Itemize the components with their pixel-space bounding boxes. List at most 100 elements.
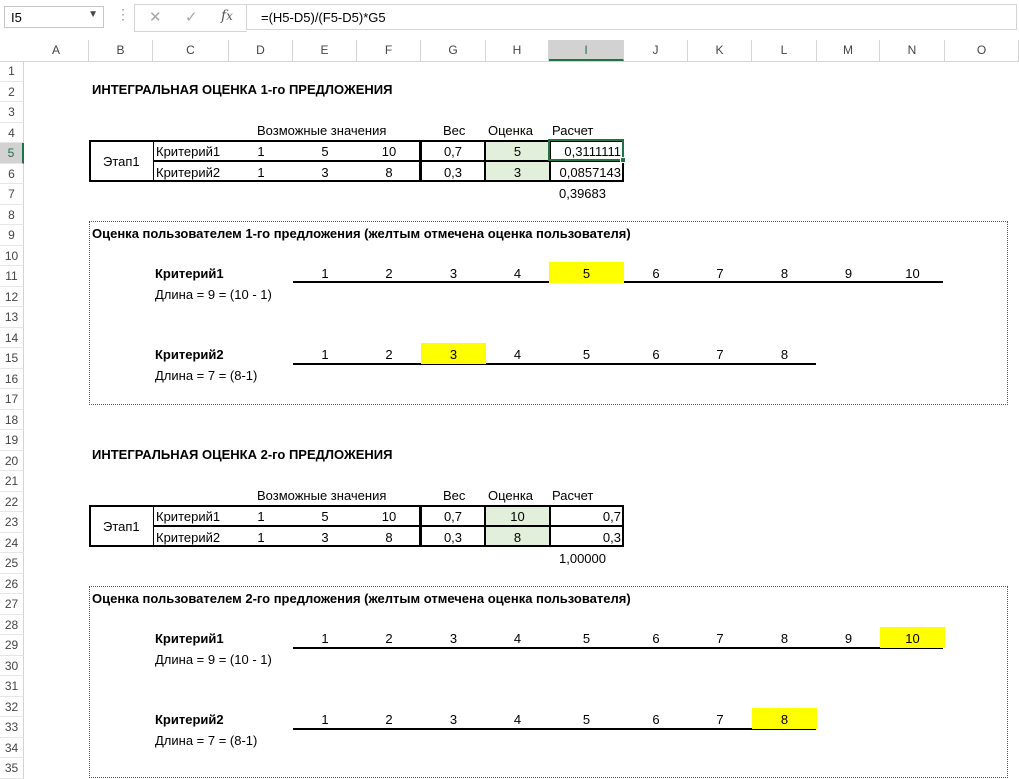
row-header-16[interactable]: 16 [0, 368, 24, 389]
user1-scale-value: 3 [449, 266, 458, 281]
column-header-f[interactable]: F [357, 40, 421, 61]
row-header-18[interactable]: 18 [0, 409, 24, 430]
row-header-5[interactable]: 5 [0, 143, 24, 164]
column-header-c[interactable]: C [153, 40, 229, 61]
row-header-4[interactable]: 4 [0, 122, 24, 143]
block2-value-d: 1 [257, 509, 265, 524]
block1-header-values: Возможные значения [257, 123, 387, 138]
divider [549, 160, 624, 162]
block2-header-score: Оценка [488, 488, 534, 503]
block1-value-f: 10 [381, 144, 397, 159]
chevron-down-icon[interactable]: ▼ [88, 9, 98, 20]
block1-value-e: 5 [321, 144, 329, 159]
fx-icon[interactable]: fx [221, 8, 233, 24]
user2-scale-value: 10 [905, 631, 920, 646]
row-header-12[interactable]: 12 [0, 286, 24, 307]
user1-crit2-label: Критерий2 [155, 347, 224, 362]
block2-stage-cell[interactable]: Этап1 [89, 505, 154, 547]
user2-scale-value: 4 [513, 631, 522, 646]
name-box[interactable]: I5 ▼ [4, 6, 104, 28]
divider [420, 525, 486, 527]
column-header-i[interactable]: I [549, 40, 624, 61]
block2-value-f: 10 [381, 509, 397, 524]
selected-cell-i5[interactable] [548, 139, 624, 161]
column-header-d[interactable]: D [229, 40, 293, 61]
user1-crit1-label: Критерий1 [155, 266, 224, 281]
row-header-27[interactable]: 27 [0, 594, 24, 615]
row-header-24[interactable]: 24 [0, 532, 24, 553]
column-header-k[interactable]: K [688, 40, 752, 61]
row-header-35[interactable]: 35 [0, 758, 24, 779]
column-header-j[interactable]: J [624, 40, 688, 61]
block2-calc: 0,3 [602, 530, 621, 545]
user2-selected-highlight [880, 627, 945, 648]
row-header-13[interactable]: 13 [0, 307, 24, 328]
column-header-l[interactable]: L [752, 40, 817, 61]
user1-selected-highlight [549, 262, 624, 283]
row-header-8[interactable]: 8 [0, 204, 24, 225]
row-header-11[interactable]: 11 [0, 266, 24, 287]
column-header-n[interactable]: N [880, 40, 945, 61]
row-header-28[interactable]: 28 [0, 614, 24, 635]
row-header-29[interactable]: 29 [0, 635, 24, 656]
row-header-7[interactable]: 7 [0, 184, 24, 205]
row-header-31[interactable]: 31 [0, 676, 24, 697]
row-header-2[interactable]: 2 [0, 81, 24, 102]
row-header-21[interactable]: 21 [0, 471, 24, 492]
column-header-e[interactable]: E [293, 40, 357, 61]
row-header-32[interactable]: 32 [0, 696, 24, 717]
drag-handle-icon[interactable]: ⋮ [116, 6, 130, 22]
row-header-10[interactable]: 10 [0, 245, 24, 266]
block1-title: ИНТЕГРАЛЬНАЯ ОЦЕНКА 1-го ПРЕДЛОЖЕНИЯ [92, 82, 393, 97]
block1-value-e: 3 [321, 165, 329, 180]
user1-scale-value: 4 [513, 347, 522, 362]
fill-handle[interactable] [620, 157, 626, 163]
block1-criterion: Критерий1 [156, 144, 221, 159]
column-header-g[interactable]: G [421, 40, 486, 61]
user2-title: Оценка пользователем 2-го предложения (ж… [92, 591, 631, 606]
formula-bar: I5 ▼ ⋮ ✕ ✓ fx =(H5-D5)/(F5-D5)*G5 [0, 0, 1019, 41]
check-icon[interactable]: ✓ [185, 9, 198, 26]
user1-selected-highlight [421, 343, 486, 364]
row-header-20[interactable]: 20 [0, 450, 24, 471]
user1-crit2-length: Длина = 7 = (8-1) [155, 368, 258, 383]
column-header-o[interactable]: O [945, 40, 1019, 61]
user2-scale-value: 2 [385, 631, 393, 646]
x-icon[interactable]: ✕ [149, 9, 162, 26]
row-header-17[interactable]: 17 [0, 389, 24, 410]
row-header-15[interactable]: 15 [0, 348, 24, 369]
name-box-value: I5 [11, 10, 22, 25]
row-header-25[interactable]: 25 [0, 553, 24, 574]
column-header-h[interactable]: H [486, 40, 549, 61]
row-header-23[interactable]: 23 [0, 512, 24, 533]
user2-scale-value: 1 [321, 631, 329, 646]
user1-scale-value: 7 [716, 266, 724, 281]
row-header-26[interactable]: 26 [0, 573, 24, 594]
row-header-22[interactable]: 22 [0, 491, 24, 512]
column-header-m[interactable]: M [817, 40, 880, 61]
row-header-9[interactable]: 9 [0, 225, 24, 246]
row-header-33[interactable]: 33 [0, 717, 24, 738]
row-header-1[interactable]: 1 [0, 61, 24, 82]
user2-scale-value: 5 [582, 631, 591, 646]
block2-score: 10 [510, 509, 525, 524]
user1-scale-value: 8 [780, 266, 789, 281]
row-header-3[interactable]: 3 [0, 102, 24, 123]
block2-value-f: 8 [385, 530, 393, 545]
block1-score: 5 [513, 144, 522, 159]
block2-header-calc: Расчет [552, 488, 594, 503]
user1-title: Оценка пользователем 1-го предложения (ж… [92, 226, 631, 241]
user1-scale-value: 2 [385, 266, 393, 281]
block1-stage-cell[interactable]: Этап1 [89, 140, 154, 182]
column-header-b[interactable]: B [89, 40, 153, 61]
row-header-30[interactable]: 30 [0, 655, 24, 676]
worksheet-grid[interactable]: ИНТЕГРАЛЬНАЯ ОЦЕНКА 1-го ПРЕДЛОЖЕНИЯ Воз… [24, 61, 1019, 778]
row-header-19[interactable]: 19 [0, 430, 24, 451]
column-header-a[interactable]: A [24, 40, 89, 61]
user1-scale-value: 1 [321, 266, 329, 281]
formula-input[interactable]: =(H5-D5)/(F5-D5)*G5 [246, 4, 1017, 30]
row-header-14[interactable]: 14 [0, 327, 24, 348]
row-header-6[interactable]: 6 [0, 163, 24, 184]
row-header-34[interactable]: 34 [0, 737, 24, 758]
